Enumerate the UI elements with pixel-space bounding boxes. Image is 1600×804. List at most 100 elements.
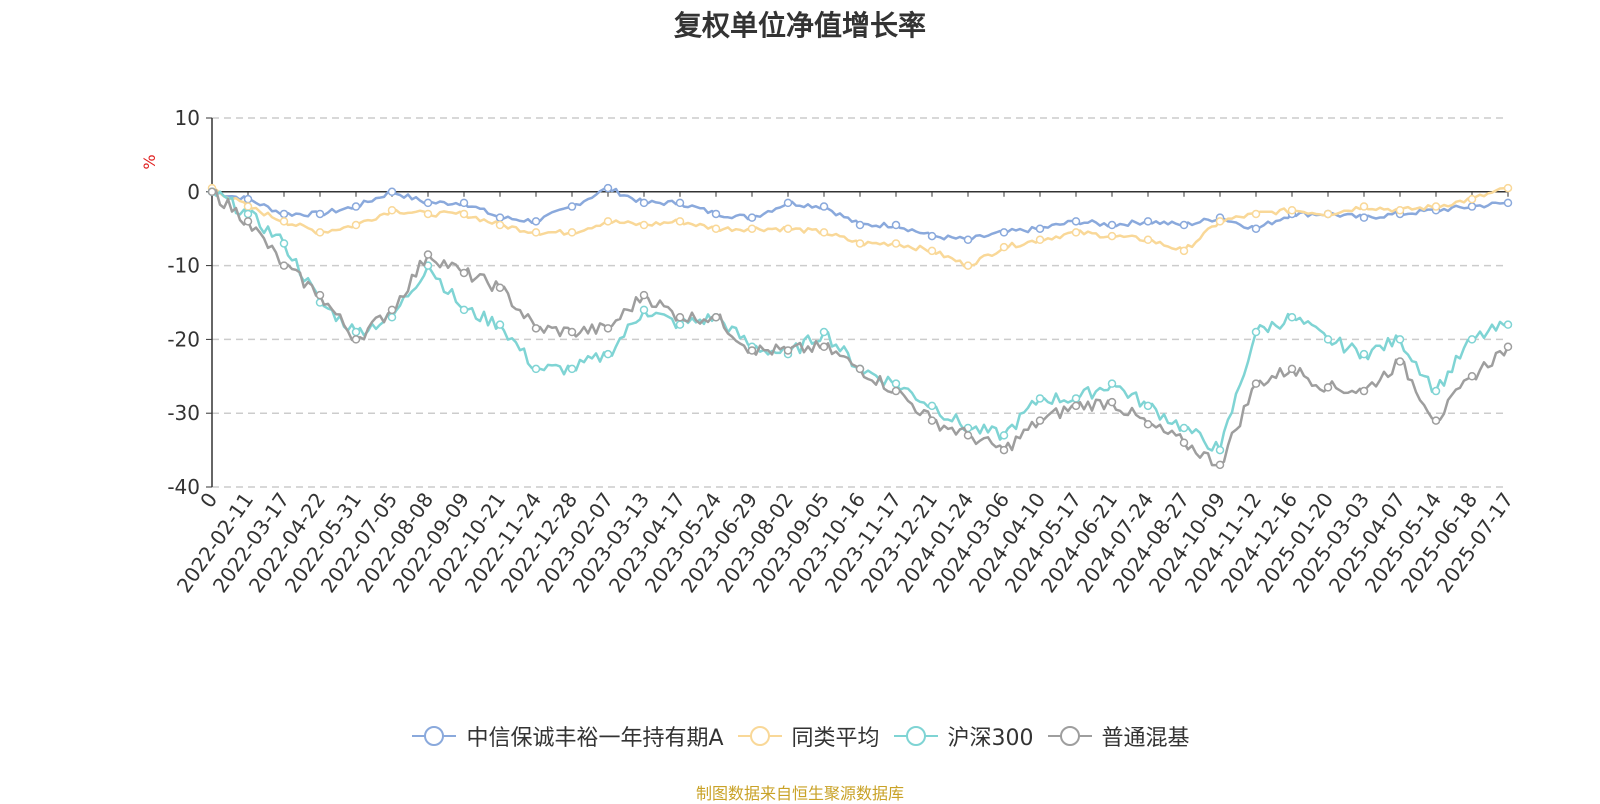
data-point — [1107, 220, 1117, 230]
legend-marker — [1059, 726, 1080, 746]
data-point — [639, 198, 649, 208]
data-point — [1035, 224, 1045, 233]
data-point — [603, 183, 613, 193]
y-tick-label: -40 — [167, 475, 200, 499]
data-point — [1035, 416, 1045, 425]
y-tick-label: 10 — [175, 106, 200, 130]
data-point — [1035, 394, 1045, 403]
legend-marker — [424, 726, 445, 746]
data-point — [999, 242, 1009, 252]
grid-lines — [212, 117, 1508, 488]
data-point — [963, 261, 973, 270]
data-point — [927, 401, 937, 411]
data-point — [387, 305, 397, 315]
data-point — [495, 220, 505, 230]
data-point — [1179, 438, 1189, 447]
legend-item[interactable]: 中信保诚丰裕一年持有期A — [410, 720, 724, 752]
data-point — [675, 320, 685, 329]
legend-item[interactable]: 同类平均 — [736, 720, 880, 752]
data-point — [783, 224, 793, 233]
data-point — [1395, 357, 1405, 366]
data-point — [495, 213, 505, 222]
data-point — [423, 250, 433, 259]
data-point — [1287, 206, 1297, 215]
data-point — [1359, 213, 1369, 222]
data-point — [891, 379, 901, 388]
data-point — [423, 198, 433, 208]
data-point — [1503, 320, 1513, 329]
data-point — [891, 220, 901, 230]
data-point — [1287, 313, 1297, 322]
data-point — [855, 239, 865, 248]
data-point — [603, 217, 613, 226]
legend-label: 沪深300 — [947, 726, 1034, 751]
legend-marker — [905, 726, 926, 746]
data-point — [1215, 445, 1225, 455]
data-point — [567, 228, 577, 237]
data-point — [1179, 220, 1189, 230]
legend-line-circle-icon — [1047, 726, 1092, 746]
data-point — [747, 224, 757, 233]
x-tick-label: 0 — [195, 488, 222, 512]
data-point — [279, 261, 289, 270]
data-point — [819, 228, 829, 237]
data-point — [1071, 394, 1081, 403]
data-point — [1503, 198, 1513, 208]
data-point — [855, 364, 865, 374]
data-point — [1287, 364, 1297, 374]
data-point — [279, 217, 289, 226]
data-source-note: 制图数据来自恒生聚源数据库 — [695, 784, 904, 803]
data-point — [243, 202, 253, 211]
data-point — [639, 305, 649, 315]
data-point — [999, 431, 1009, 440]
y-tick-label: -30 — [167, 401, 200, 425]
data-point — [1431, 386, 1441, 396]
data-point — [1107, 397, 1117, 407]
data-point — [711, 313, 721, 322]
data-point — [891, 239, 901, 248]
data-point — [1215, 460, 1225, 470]
data-point — [567, 364, 577, 374]
y-axis-label: % — [140, 154, 159, 169]
data-point — [531, 228, 541, 237]
data-point — [459, 305, 469, 315]
series-group — [207, 187, 1513, 470]
data-point — [675, 313, 685, 322]
legend-item[interactable]: 普通混基 — [1046, 720, 1190, 752]
data-point — [927, 231, 937, 241]
data-point — [351, 202, 361, 211]
data-point — [351, 335, 361, 344]
legend-item[interactable]: 沪深300 — [892, 720, 1034, 752]
data-point — [1071, 401, 1081, 411]
data-point — [999, 228, 1009, 237]
data-point — [1143, 401, 1153, 411]
data-point — [711, 209, 721, 219]
data-point — [1251, 209, 1261, 219]
data-point — [1359, 202, 1369, 211]
data-point — [531, 217, 541, 226]
data-point — [459, 198, 469, 208]
data-point — [1323, 335, 1333, 344]
x-tick-labels: 02022-02-112022-03-172022-04-222022-05-3… — [172, 488, 1518, 597]
legend-label: 同类平均 — [791, 726, 880, 751]
data-point — [675, 217, 685, 226]
data-point — [1143, 235, 1153, 245]
legend-line-circle-icon — [893, 726, 938, 746]
data-point — [819, 202, 829, 211]
data-point — [1359, 386, 1369, 396]
data-point — [603, 349, 613, 359]
data-point — [279, 239, 289, 248]
data-point — [783, 198, 793, 208]
legend-line-circle-icon — [412, 726, 457, 746]
data-point — [927, 416, 937, 425]
data-point — [351, 327, 361, 337]
data-point — [1323, 383, 1333, 392]
data-point — [315, 209, 325, 219]
data-point — [1503, 342, 1513, 352]
y-tick-label: 0 — [187, 180, 200, 204]
series-lines — [207, 183, 1513, 470]
data-point — [783, 346, 793, 355]
data-point — [1467, 372, 1477, 381]
data-point — [1467, 194, 1477, 204]
data-point — [999, 445, 1009, 455]
